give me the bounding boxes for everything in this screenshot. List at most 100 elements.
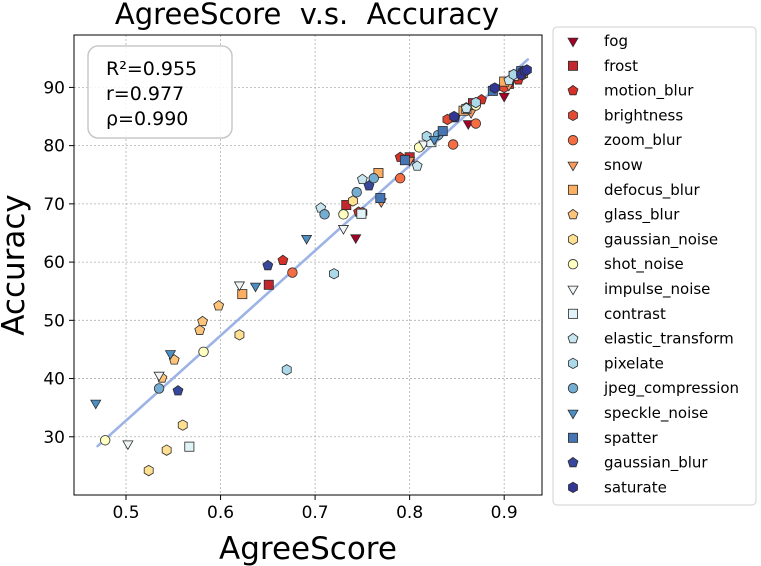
data-point-impulse-noise — [337, 225, 350, 235]
legend-entry-defocus-blur: defocus_blur — [568, 181, 700, 200]
data-point-jpeg-compression — [351, 187, 362, 198]
y-tick-label: 70 — [43, 195, 65, 215]
data-point-spatter — [399, 155, 410, 166]
stats-box: R²=0.955 r=0.977 ρ=0.990 — [87, 45, 233, 139]
data-point-saturate — [489, 82, 500, 94]
y-axis-title: Accuracy — [0, 194, 32, 336]
legend-label-frost: frost — [604, 57, 638, 75]
fit-line — [96, 58, 530, 448]
legend-marker-contrast — [568, 308, 578, 319]
data-point-elastic-transform — [460, 102, 472, 113]
data-point-gaussian-noise — [348, 195, 358, 207]
x-axis-title: AgreeScore — [219, 531, 397, 566]
data-point-zoom-blur — [394, 173, 406, 184]
y-tick-label: 90 — [43, 78, 65, 98]
legend-marker-brightness — [568, 109, 578, 122]
data-point-speckle-noise — [249, 282, 262, 293]
legend-entry-saturate: saturate — [568, 478, 667, 496]
legend-marker-spatter — [568, 432, 578, 443]
legend-entry-speckle-noise: speckle_noise — [567, 404, 708, 423]
data-point-glass-blur — [213, 300, 225, 311]
legend-label-glass-blur: glass_blur — [604, 206, 680, 225]
data-point-contrast — [184, 441, 195, 452]
data-point-fog — [350, 234, 362, 245]
legend-marker-elastic-transform — [567, 332, 579, 344]
data-point-zoom-blur — [287, 267, 298, 278]
legend: fog frost motion_blur brightness zoom_blursn… — [552, 26, 757, 506]
legend-marker-speckle-noise — [567, 409, 579, 420]
legend-marker-frost — [568, 60, 578, 71]
data-point-spatter — [437, 126, 448, 137]
data-point-gaussian-noise — [177, 419, 188, 431]
legend-marker-zoom-blur — [567, 135, 579, 146]
grid — [74, 35, 542, 495]
data-point-saturate — [449, 110, 459, 123]
data-point-speckle-noise — [90, 399, 102, 410]
axis-ticks: 0.5 0.6 0.7 0.8 0.9 30 40 50 60 70 80 90 — [43, 78, 517, 523]
data-point-glass-blur — [194, 324, 206, 335]
legend-marker-snow — [567, 161, 579, 172]
data-point-frost — [263, 279, 274, 290]
legend-label-gaussian-noise: gaussian_noise — [604, 230, 718, 249]
x-tick-label: 0.8 — [396, 503, 423, 523]
y-tick-label: 50 — [43, 311, 65, 331]
data-points — [90, 64, 532, 477]
legend-label-contrast: contrast — [604, 305, 666, 323]
legend-entries: fog frost motion_blur brightness zoom_blursn… — [567, 32, 739, 496]
data-point-shot-noise — [198, 346, 209, 357]
data-point-zoom-blur — [470, 118, 482, 129]
legend-marker-gaussian-noise — [568, 233, 578, 246]
data-point-gaussian-noise — [143, 464, 154, 477]
data-point-pixelate — [329, 268, 339, 280]
legend-marker-impulse-noise — [567, 285, 579, 296]
legend-marker-defocus-blur — [568, 184, 578, 195]
x-tick-label: 0.6 — [207, 503, 234, 523]
legend-label-gaussian-blur: gaussian_blur — [604, 454, 708, 473]
legend-entry-pixelate: pixelate — [568, 354, 664, 372]
legend-entry-glass-blur: glass_blur — [567, 206, 680, 225]
data-point-elastic-transform — [411, 160, 423, 171]
plot-area-frame — [73, 34, 543, 496]
chart-title: AgreeScore v.s. Accuracy — [115, 0, 499, 31]
legend-label-pixelate: pixelate — [604, 354, 664, 372]
data-point-jpeg-compression — [319, 209, 330, 220]
data-point-contrast — [356, 208, 367, 219]
legend-label-spatter: spatter — [604, 429, 659, 447]
legend-marker-fog — [567, 37, 579, 48]
legend-label-defocus-blur: defocus_blur — [604, 181, 700, 200]
legend-label-motion-blur: motion_blur — [604, 82, 694, 101]
legend-label-impulse-noise: impulse_noise — [604, 280, 710, 299]
legend-entry-jpeg-compression: jpeg_compression — [567, 379, 739, 398]
data-point-speckle-noise — [164, 350, 177, 361]
data-point-pixelate — [421, 130, 432, 142]
legend-marker-motion-blur — [567, 84, 579, 96]
data-point-gaussian-blur — [172, 385, 184, 396]
legend-marker-jpeg-compression — [567, 383, 579, 394]
y-tick-label: 40 — [43, 370, 65, 390]
legend-entry-fog: fog — [567, 32, 628, 50]
legend-entry-motion-blur: motion_blur — [567, 82, 694, 101]
legend-marker-gaussian-blur — [567, 456, 579, 468]
legend-entry-gaussian-noise: gaussian_noise — [568, 230, 718, 249]
data-point-motion-blur — [277, 254, 289, 265]
legend-label-snow: snow — [604, 156, 643, 174]
legend-frame — [552, 26, 757, 506]
data-point-impulse-noise — [418, 140, 430, 151]
data-point-glass-blur — [197, 315, 209, 327]
data-point-zoom-blur — [447, 139, 459, 150]
stats-r-squared: R²=0.955 — [106, 58, 197, 80]
legend-entry-brightness: brightness — [568, 106, 683, 124]
x-tick-label: 0.7 — [302, 503, 329, 523]
legend-label-jpeg-compression: jpeg_compression — [603, 379, 739, 398]
data-point-impulse-noise — [233, 281, 246, 292]
data-point-impulse-noise — [153, 371, 165, 382]
y-tick-label: 30 — [43, 428, 65, 448]
legend-entry-frost: frost — [568, 57, 638, 75]
x-tick-label: 0.5 — [112, 503, 139, 523]
data-point-shot-noise — [100, 435, 111, 446]
legend-marker-glass-blur — [567, 208, 579, 220]
legend-label-shot-noise: shot_noise — [604, 255, 684, 274]
data-point-impulse-noise — [122, 440, 134, 451]
legend-label-brightness: brightness — [604, 106, 683, 124]
